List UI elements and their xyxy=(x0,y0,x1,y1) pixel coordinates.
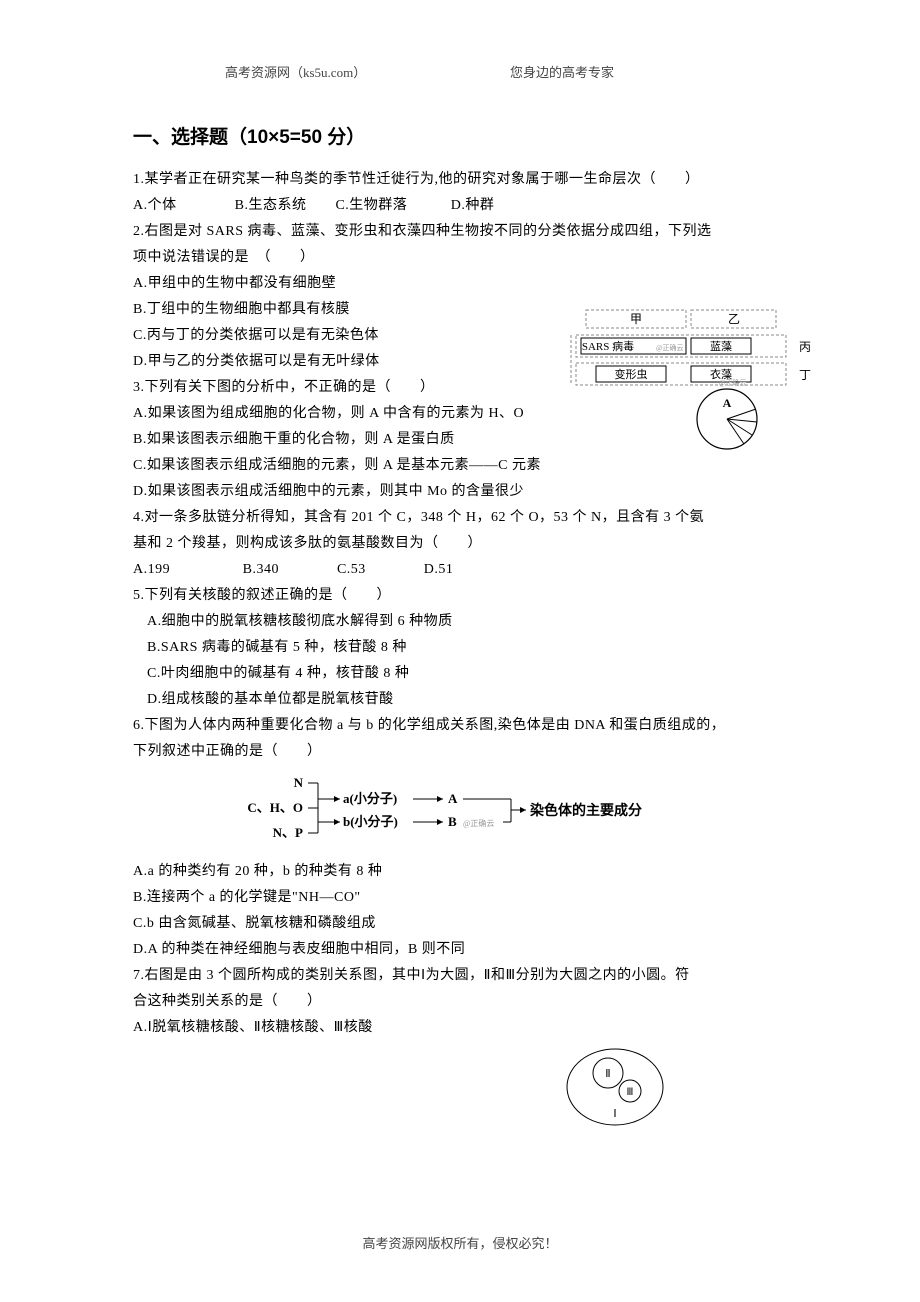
q6-fig-aa: A xyxy=(448,791,458,806)
q5-opt-a: A.细胞中的脱氧核糖核酸彻底水解得到 6 种物质 xyxy=(133,609,793,635)
q2-stem-1: 2.右图是对 SARS 病毒、蓝藻、变形虫和衣藻四种生物按不同的分类依据分成四组… xyxy=(133,219,793,245)
q5-opt-b: B.SARS 病毒的碱基有 5 种，核苷酸 8 种 xyxy=(133,635,793,661)
q7-fig-i: Ⅰ xyxy=(613,1108,616,1120)
q6-fig-wm: @正确云 xyxy=(463,818,494,828)
q6-fig-n: N xyxy=(294,775,304,790)
q2-fig-yi: 乙 xyxy=(728,312,740,326)
exam-content: 一、选择题（10×5=50 分） 1.某学者正在研究某一种鸟类的季节性迁徙行为,… xyxy=(133,122,793,1041)
q7-block: 7.右图是由 3 个圆所构成的类别关系图，其中Ⅰ为大圆，Ⅱ和Ⅲ分别为大圆之内的小… xyxy=(133,963,793,1041)
q2-fig-ding: 丁 xyxy=(799,368,811,382)
q3-fig-a: A xyxy=(723,396,732,410)
q6-opt-b: B.连接两个 a 的化学键是"NH—CO" xyxy=(133,885,793,911)
q3-block: 3.下列有关下图的分析中，不正确的是（ ） A.如果该图为组成细胞的化合物，则 … xyxy=(133,375,793,505)
page-footer: 高考资源网版权所有，侵权必究！ xyxy=(0,1233,920,1252)
q1-stem: 1.某学者正在研究某一种鸟类的季节性迁徙行为,他的研究对象属于哪一生命层次（ ） xyxy=(133,167,793,193)
q5-stem: 5.下列有关核酸的叙述正确的是（ ） xyxy=(133,583,793,609)
q1-options: A.个体 B.生态系统 C.生物群落 D.种群 xyxy=(133,193,793,219)
q7-opt-a: A.Ⅰ脱氧核糖核酸、Ⅱ核糖核酸、Ⅲ核酸 xyxy=(133,1015,793,1041)
q6-fig-cho: C、H、O xyxy=(248,800,303,815)
q2-block: 2.右图是对 SARS 病毒、蓝藻、变形虫和衣藻四种生物按不同的分类依据分成四组… xyxy=(133,219,793,375)
q2-fig-sars: SARS 病毒 xyxy=(582,339,634,353)
q6-opt-c: C.b 由含氮碱基、脱氧核糖和磷酸组成 xyxy=(133,911,793,937)
q6-opt-d: D.A 的种类在神经细胞与表皮细胞中相同，B 则不同 xyxy=(133,937,793,963)
q6-fig-np: N、P xyxy=(273,825,303,840)
q2-fig-bing: 丙 xyxy=(799,340,811,354)
section-title: 一、选择题（10×5=50 分） xyxy=(133,122,793,149)
q6-line1: 6.下图为人体内两种重要化合物 a 与 b 的化学组成关系图,染色体是由 DNA… xyxy=(133,713,793,739)
q5-opt-d: D.组成核酸的基本单位都是脱氧核苷酸 xyxy=(133,687,793,713)
q6-fig-res: 染色体的主要成分 xyxy=(530,802,642,819)
q2-fig-lz: 蓝藻 xyxy=(710,340,732,353)
q3-fig-wm: @正确云 xyxy=(719,378,746,387)
q7-line1: 7.右图是由 3 个圆所构成的类别关系图，其中Ⅰ为大圆，Ⅱ和Ⅲ分别为大圆之内的小… xyxy=(133,963,793,989)
q6-fig-b: b(小分子) xyxy=(343,814,398,829)
q6-line2: 下列叙述中正确的是（ ） xyxy=(133,739,793,765)
q2-fig-wm1: @正确云 xyxy=(656,343,683,352)
q2-stem-2: 项中说法错误的是 （ ） xyxy=(133,245,793,271)
q7-fig-iii: Ⅲ xyxy=(627,1087,634,1098)
q2-fig-jia: 甲 xyxy=(630,312,642,326)
q4-line1: 4.对一条多肽链分析得知，其含有 201 个 C，348 个 H，62 个 O，… xyxy=(133,505,793,531)
q7-fig-ii: Ⅱ xyxy=(605,1068,610,1080)
q6-figure: N C、H、O N、P a(小分子) b(小分子) A B @正确云 xyxy=(248,775,678,845)
q3-figure: A @正确云 xyxy=(689,377,765,453)
q6-fig-a: a(小分子) xyxy=(343,791,397,806)
q2-opt-a: A.甲组中的生物中都没有细胞壁 xyxy=(133,271,793,297)
header-left: 高考资源网（ks5u.com） xyxy=(225,62,366,81)
q7-figure: Ⅱ Ⅲ Ⅰ xyxy=(558,1041,673,1129)
q4-options: A.199 B.340 C.53 D.51 xyxy=(133,557,793,583)
header-right: 您身边的高考专家 xyxy=(510,62,614,81)
q5-opt-c: C.叶肉细胞中的碱基有 4 种，核苷酸 8 种 xyxy=(133,661,793,687)
q3-opt-c: C.如果该图表示组成活细胞的元素，则 A 是基本元素——C 元素 xyxy=(133,453,793,479)
q4-line2: 基和 2 个羧基，则构成该多肽的氨基酸数目为（ ） xyxy=(133,531,793,557)
q7-line2: 合这种类别关系的是（ ） xyxy=(133,989,793,1015)
q3-opt-d: D.如果该图表示组成活细胞中的元素，则其中 Mo 的含量很少 xyxy=(133,479,793,505)
q6-opt-a: A.a 的种类约有 20 种，b 的种类有 8 种 xyxy=(133,859,793,885)
q6-fig-bb: B xyxy=(448,814,457,829)
